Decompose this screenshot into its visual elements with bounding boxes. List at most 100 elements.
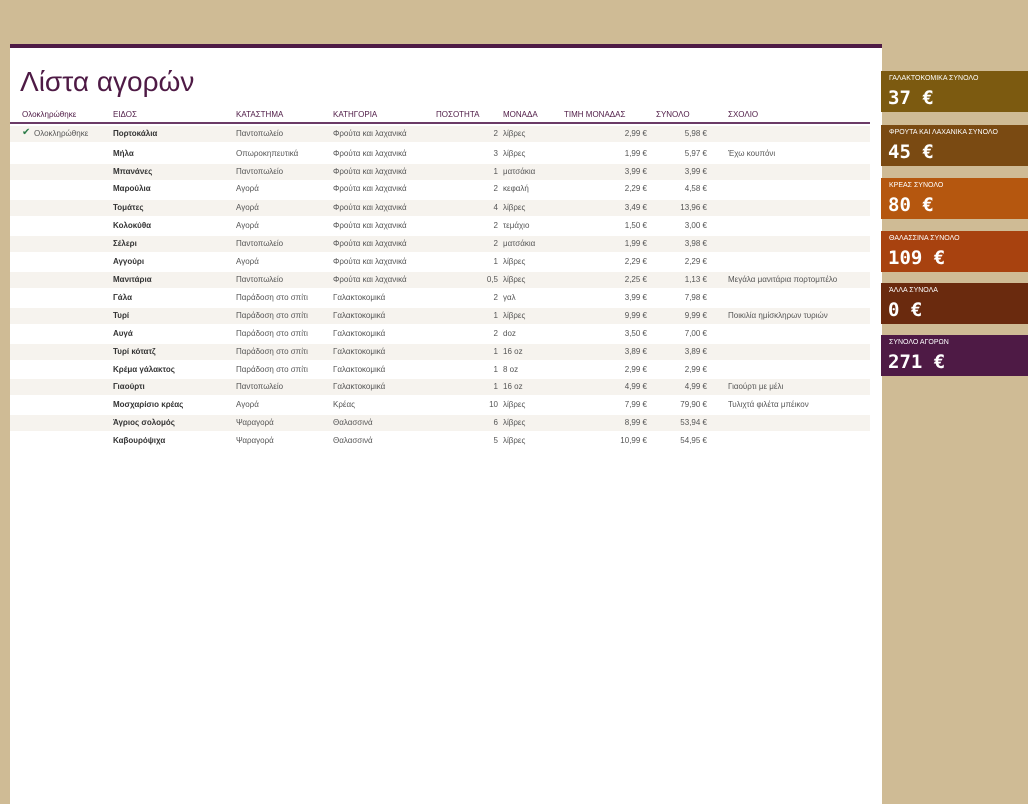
- note-cell[interactable]: Έχω κουπόνι: [728, 149, 776, 158]
- store-cell[interactable]: Παντοπωλείο: [236, 382, 284, 391]
- item-cell[interactable]: Τυρί: [113, 311, 130, 320]
- table-row[interactable]: Καβουρόψιχα Ψαραγορά Θαλασσινά 5 λίβρες 10,99…: [10, 433, 870, 449]
- unit-price-cell[interactable]: 3,99 €: [624, 293, 647, 302]
- item-cell[interactable]: Πορτοκάλια: [113, 129, 158, 138]
- unit-price-cell[interactable]: 1,50 €: [624, 221, 647, 230]
- quantity-cell[interactable]: 2: [493, 129, 498, 138]
- table-row[interactable]: Μανιτάρια Παντοπωλείο Φρούτα και λαχανικά 0…: [10, 272, 870, 288]
- quantity-cell[interactable]: 1: [493, 382, 498, 391]
- total-cell[interactable]: 79,90 €: [680, 400, 707, 409]
- header-note[interactable]: ΣΧΟΛΙΟ: [728, 110, 759, 119]
- total-cell[interactable]: 5,97 €: [684, 149, 707, 158]
- table-row[interactable]: Τυρί κότατζ Παράδοση στο σπίτι Γαλακτοκομι…: [10, 344, 870, 360]
- category-cell[interactable]: Γαλακτοκομικά: [333, 293, 386, 302]
- unit-cell[interactable]: λίβρες: [503, 436, 526, 445]
- category-cell[interactable]: Θαλασσινά: [333, 418, 373, 427]
- item-cell[interactable]: Καβουρόψιχα: [113, 436, 166, 445]
- item-cell[interactable]: Κρέμα γάλακτος: [113, 365, 175, 374]
- category-cell[interactable]: Φρούτα και λαχανικά: [333, 239, 407, 248]
- unit-price-cell[interactable]: 3,49 €: [624, 203, 647, 212]
- store-cell[interactable]: Αγορά: [236, 400, 259, 409]
- header-quantity[interactable]: ΠΟΣΟΤΗΤΑ: [436, 110, 480, 119]
- category-cell[interactable]: Φρούτα και λαχανικά: [333, 275, 407, 284]
- table-row[interactable]: Μαρούλια Αγορά Φρούτα και λαχανικά 2 κεφαλή 2…: [10, 181, 870, 197]
- item-cell[interactable]: Μοσχαρίσιο κρέας: [113, 400, 184, 409]
- store-cell[interactable]: Ψαραγορά: [236, 418, 274, 427]
- total-cell[interactable]: 9,99 €: [684, 311, 707, 320]
- unit-price-cell[interactable]: 2,29 €: [624, 257, 647, 266]
- quantity-cell[interactable]: 1: [493, 167, 498, 176]
- total-cell[interactable]: 53,94 €: [680, 418, 707, 427]
- header-unit-price[interactable]: ΤΙΜΗ ΜΟΝΑΔΑΣ: [564, 110, 626, 119]
- category-cell[interactable]: Φρούτα και λαχανικά: [333, 149, 407, 158]
- quantity-cell[interactable]: 5: [493, 436, 498, 445]
- item-cell[interactable]: Γιαούρτι: [113, 382, 145, 391]
- item-cell[interactable]: Μανιτάρια: [113, 275, 152, 284]
- unit-cell[interactable]: λίβρες: [503, 203, 526, 212]
- done-cell[interactable]: Ολοκληρώθηκε: [34, 129, 89, 138]
- quantity-cell[interactable]: 1: [493, 311, 498, 320]
- header-total[interactable]: ΣΥΝΟΛΟ: [656, 110, 690, 119]
- quantity-cell[interactable]: 2: [493, 221, 498, 230]
- item-cell[interactable]: Αγγούρι: [113, 257, 145, 266]
- unit-cell[interactable]: λίβρες: [503, 418, 526, 427]
- unit-cell[interactable]: λίβρες: [503, 129, 526, 138]
- table-row[interactable]: Μήλα Οπωροκηπευτικά Φρούτα και λαχανικά 3 λί…: [10, 146, 870, 162]
- category-cell[interactable]: Κρέας: [333, 400, 355, 409]
- note-cell[interactable]: Γιαούρτι με μέλι: [728, 382, 784, 391]
- table-row[interactable]: Μπανάνες Παντοπωλείο Φρούτα και λαχανικά 1 μ…: [10, 164, 870, 180]
- store-cell[interactable]: Παντοπωλείο: [236, 167, 284, 176]
- category-cell[interactable]: Γαλακτοκομικά: [333, 311, 386, 320]
- table-row[interactable]: Αγγούρι Αγορά Φρούτα και λαχανικά 1 λίβρες 2,…: [10, 254, 870, 270]
- table-row[interactable]: Γάλα Παράδοση στο σπίτι Γαλακτοκομικά 2 γαλ 3…: [10, 290, 870, 306]
- check-icon[interactable]: ✔: [22, 127, 31, 138]
- note-cell[interactable]: Τυλιχτά φιλέτα μπέικον: [728, 400, 809, 409]
- total-cell[interactable]: 3,99 €: [684, 167, 707, 176]
- category-cell[interactable]: Γαλακτοκομικά: [333, 347, 386, 356]
- category-cell[interactable]: Φρούτα και λαχανικά: [333, 184, 407, 193]
- item-cell[interactable]: Τυρί κότατζ: [113, 347, 156, 356]
- store-cell[interactable]: Αγορά: [236, 184, 259, 193]
- total-cell[interactable]: 7,98 €: [684, 293, 707, 302]
- store-cell[interactable]: Παράδοση στο σπίτι: [236, 347, 308, 356]
- unit-cell[interactable]: γαλ: [503, 293, 516, 302]
- unit-price-cell[interactable]: 8,99 €: [624, 418, 647, 427]
- item-cell[interactable]: Μπανάνες: [113, 167, 153, 176]
- table-row[interactable]: ✔ Ολοκληρώθηκε Πορτοκάλια Παντοπωλείο Φρούτα…: [10, 126, 870, 142]
- item-cell[interactable]: Μήλα: [113, 149, 134, 158]
- unit-price-cell[interactable]: 10,99 €: [620, 436, 647, 445]
- unit-cell[interactable]: τεμάχιο: [503, 221, 530, 230]
- unit-price-cell[interactable]: 2,99 €: [624, 365, 647, 374]
- unit-price-cell[interactable]: 9,99 €: [624, 311, 647, 320]
- table-row[interactable]: Κρέμα γάλακτος Παράδοση στο σπίτι Γαλακτοκ…: [10, 362, 870, 378]
- total-cell[interactable]: 13,96 €: [680, 203, 707, 212]
- unit-cell[interactable]: λίβρες: [503, 400, 526, 409]
- item-cell[interactable]: Σέλερι: [113, 239, 137, 248]
- header-category[interactable]: ΚΑΤΗΓΟΡΙΑ: [333, 110, 378, 119]
- unit-price-cell[interactable]: 1,99 €: [624, 239, 647, 248]
- quantity-cell[interactable]: 2: [493, 184, 498, 193]
- item-cell[interactable]: Άγριος σολομός: [113, 418, 175, 427]
- total-cell[interactable]: 3,89 €: [684, 347, 707, 356]
- unit-cell[interactable]: 16 oz: [503, 382, 523, 391]
- table-row[interactable]: Αυγά Παράδοση στο σπίτι Γαλακτοκομικά 2 doz 3…: [10, 326, 870, 342]
- total-cell[interactable]: 54,95 €: [680, 436, 707, 445]
- total-cell[interactable]: 5,98 €: [684, 129, 707, 138]
- unit-cell[interactable]: λίβρες: [503, 257, 526, 266]
- category-cell[interactable]: Γαλακτοκομικά: [333, 365, 386, 374]
- store-cell[interactable]: Αγορά: [236, 221, 259, 230]
- unit-cell[interactable]: ματσάκια: [503, 239, 536, 248]
- quantity-cell[interactable]: 2: [493, 293, 498, 302]
- total-cell[interactable]: 7,00 €: [684, 329, 707, 338]
- unit-price-cell[interactable]: 7,99 €: [624, 400, 647, 409]
- unit-cell[interactable]: λίβρες: [503, 311, 526, 320]
- unit-price-cell[interactable]: 1,99 €: [624, 149, 647, 158]
- category-cell[interactable]: Φρούτα και λαχανικά: [333, 257, 407, 266]
- unit-price-cell[interactable]: 2,29 €: [624, 184, 647, 193]
- unit-cell[interactable]: 8 oz: [503, 365, 519, 374]
- item-cell[interactable]: Κολοκύθα: [113, 221, 152, 230]
- unit-cell[interactable]: 16 oz: [503, 347, 523, 356]
- store-cell[interactable]: Παράδοση στο σπίτι: [236, 311, 308, 320]
- unit-cell[interactable]: λίβρες: [503, 275, 526, 284]
- table-row[interactable]: Μοσχαρίσιο κρέας Αγορά Κρέας 10 λίβρες 7,99 €…: [10, 397, 870, 413]
